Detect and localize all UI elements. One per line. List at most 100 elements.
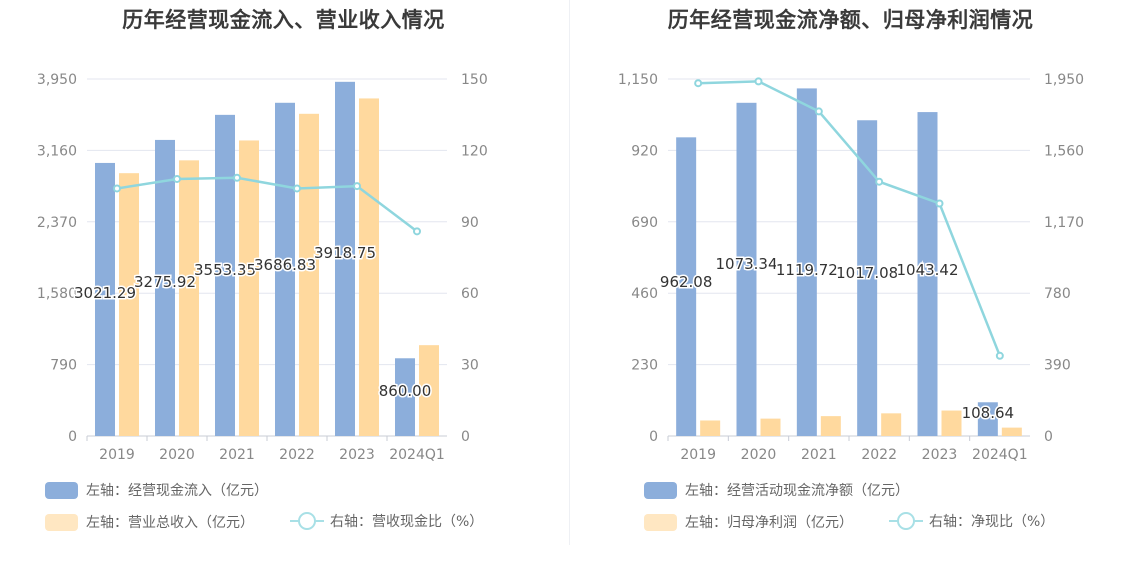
- legend-label: 右轴：营收现金比（%）: [330, 514, 484, 530]
- bar-series-1: [977, 402, 998, 436]
- x-tick-label: 2023: [922, 447, 958, 463]
- y-left-tick-label: 0: [68, 429, 77, 445]
- line-point: [173, 174, 181, 183]
- chart-panel-left: 历年经营现金流入、营业收入情况 0 790 1,580 2,370 3,160 3,950…: [37, 8, 488, 532]
- x-tick-label: 2019: [680, 447, 716, 463]
- y-right-tick-label: 1,560: [1044, 143, 1084, 159]
- y-left-tick-label: 690: [631, 215, 658, 231]
- data-label: 1017.08: [836, 264, 898, 282]
- y-left-tick-label: 1,580: [37, 286, 77, 302]
- y-left-tick-label: 230: [631, 358, 658, 374]
- line-swatch-icon: [889, 511, 923, 531]
- chart-title: 历年经营现金流入、营业收入情况: [122, 8, 445, 32]
- bar-series-2: [700, 420, 721, 436]
- chart-plot: 0 790 1,580 2,370 3,160 3,950 0 30 60 90 120 150 201…: [37, 72, 488, 463]
- data-label: 860.00: [379, 382, 432, 400]
- bar-series-1: [796, 88, 817, 436]
- data-label: 3021.29: [74, 284, 136, 302]
- line-swatch-icon: [290, 511, 324, 531]
- y-left-tick-label: 920: [631, 143, 658, 159]
- bar-series-2: [419, 345, 439, 436]
- line-point: [113, 184, 121, 193]
- bar-series-1: [917, 112, 938, 437]
- line-point: [935, 199, 944, 208]
- legend-item[interactable]: 左轴：经营现金流入（亿元）: [45, 480, 268, 500]
- bar-series-1: [857, 120, 878, 436]
- legend-item[interactable]: 左轴：经营活动现金流净额（亿元）: [644, 480, 909, 500]
- bar-series-2: [119, 173, 139, 436]
- chart-panel-right: 历年经营现金流净额、归母净利润情况 0 230 460 690 920 1,150 0 390…: [567, 0, 1134, 582]
- legend-item[interactable]: 左轴：营业总收入（亿元）: [45, 512, 254, 532]
- bar-series-2: [239, 140, 259, 436]
- x-tick-label: 2024Q1: [389, 447, 445, 463]
- bar-series-1: [215, 114, 235, 437]
- y-right-tick-label: 390: [1044, 358, 1071, 374]
- bar-series-2: [820, 416, 841, 436]
- x-tick-label: 2022: [861, 447, 897, 463]
- line-series: [698, 80, 1001, 357]
- legend-item[interactable]: 右轴：净现比（%）: [889, 511, 1054, 531]
- panel-divider: [569, 0, 570, 545]
- legend-label: 右轴：净现比（%）: [929, 514, 1055, 530]
- legend-item[interactable]: 左轴：归母净利润（亿元）: [644, 512, 853, 532]
- bar-swatch-icon: [644, 513, 677, 531]
- data-label: 1043.42: [896, 261, 958, 279]
- bar-series-2: [1001, 427, 1022, 436]
- bar-series-2: [760, 418, 781, 436]
- legend-label: 左轴：经营现金流入（亿元）: [86, 483, 268, 499]
- legend-label: 左轴：归母净利润（亿元）: [685, 515, 853, 531]
- data-label: 1073.34: [715, 255, 777, 273]
- y-right-tick-label: 1,950: [1044, 72, 1084, 88]
- y-left-tick-label: 1,150: [618, 72, 658, 88]
- data-label: 962.08: [660, 273, 713, 291]
- bar-series-2: [359, 98, 379, 437]
- y-right-tick-label: 30: [461, 358, 479, 374]
- data-label: 3553.35: [194, 261, 256, 279]
- y-right-tick-label: 120: [461, 143, 488, 159]
- y-right-tick-label: 90: [461, 215, 479, 231]
- bar-swatch-icon: [45, 513, 78, 531]
- bar-series-1: [395, 358, 415, 436]
- bar-series-2: [941, 410, 962, 436]
- legend-item[interactable]: 右轴：营收现金比（%）: [290, 511, 483, 531]
- line-point: [754, 77, 763, 86]
- y-right-tick-label: 0: [461, 429, 470, 445]
- data-label: 3275.92: [134, 273, 196, 291]
- bar-swatch-icon: [644, 481, 677, 499]
- x-tick-label: 2023: [339, 447, 375, 463]
- line-point: [233, 173, 241, 182]
- bar-series-2: [179, 160, 199, 436]
- bar-series-1: [676, 137, 697, 436]
- y-right-tick-label: 60: [461, 286, 479, 302]
- y-left-tick-label: 790: [50, 358, 77, 374]
- bar-series-1: [736, 102, 757, 437]
- line-series: [116, 176, 418, 233]
- x-tick-label: 2021: [219, 447, 255, 463]
- line-point: [293, 184, 301, 193]
- legend-label: 左轴：经营活动现金流净额（亿元）: [685, 483, 909, 499]
- y-left-tick-label: 3,950: [37, 72, 77, 88]
- y-right-tick-label: 780: [1044, 286, 1071, 302]
- y-right-tick-label: 1,170: [1044, 215, 1084, 231]
- line-point: [413, 227, 421, 236]
- bar-series-1: [95, 162, 115, 436]
- bar-series-1: [335, 81, 355, 436]
- x-tick-label: 2019: [99, 447, 135, 463]
- x-tick-label: 2020: [741, 447, 777, 463]
- x-tick-label: 2022: [279, 447, 315, 463]
- y-right-tick-label: 150: [461, 72, 488, 88]
- chart-title: 历年经营现金流净额、归母净利润情况: [667, 8, 1034, 32]
- y-left-tick-label: 460: [631, 286, 658, 302]
- line-point: [353, 182, 361, 191]
- x-tick-label: 2020: [159, 447, 195, 463]
- data-label: 108.64: [962, 404, 1015, 422]
- y-left-tick-label: 0: [649, 429, 658, 445]
- line-point: [694, 79, 703, 88]
- line-point: [995, 351, 1004, 360]
- bar-series-2: [881, 413, 902, 436]
- line-point: [875, 177, 884, 186]
- x-tick-label: 2024Q1: [972, 447, 1028, 463]
- chart-plot: 0 230 460 690 920 1,150 0 390 780 1,170 1,560 1,950…: [618, 72, 1084, 463]
- bar-series-1: [155, 139, 175, 436]
- bar-swatch-icon: [45, 481, 78, 499]
